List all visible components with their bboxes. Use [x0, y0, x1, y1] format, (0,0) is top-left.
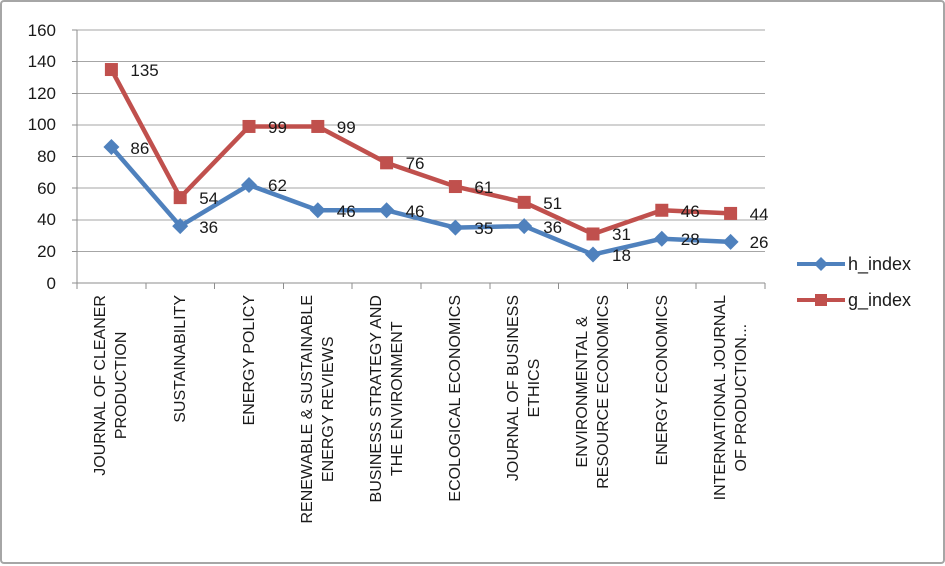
series-line-g_index: [109, 67, 733, 237]
marker-square: [517, 195, 531, 209]
marker-diamond: [447, 219, 464, 236]
series-line-h_index: [109, 144, 733, 257]
marker-square: [655, 203, 669, 217]
marker-diamond: [309, 202, 326, 219]
marker-square: [173, 191, 187, 205]
marker-square: [104, 63, 118, 77]
legend-label-g-index: g_index: [848, 289, 912, 310]
marker-diamond: [241, 176, 257, 193]
h-index-line-diamond-icon: [797, 257, 845, 271]
legend-label-h-index: h_index: [848, 253, 912, 274]
marker-square: [448, 180, 462, 194]
legend: h_index g_index: [796, 246, 911, 318]
legend-item-h-index[interactable]: h_index: [796, 246, 911, 282]
marker-diamond: [172, 218, 189, 235]
marker-diamond: [378, 202, 395, 219]
marker-square: [242, 119, 256, 133]
marker-square: [586, 227, 600, 241]
g-index-line-square-icon: [797, 294, 845, 306]
marker-diamond: [516, 218, 533, 235]
marker-diamond: [103, 139, 120, 156]
marker-diamond: [653, 230, 670, 247]
legend-item-g-index[interactable]: g_index: [796, 282, 911, 318]
marker-diamond: [585, 246, 601, 263]
marker-diamond: [722, 233, 739, 250]
marker-square: [311, 119, 325, 133]
marker-square: [724, 206, 738, 220]
marker-square: [380, 156, 394, 170]
